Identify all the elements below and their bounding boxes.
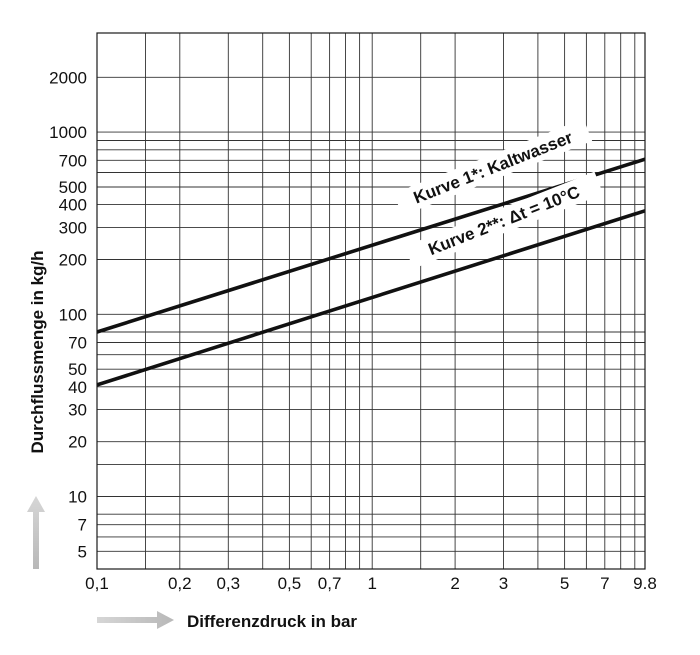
y-tick-label: 200 (59, 251, 87, 270)
y-tick-label: 7 (78, 516, 87, 535)
y-tick-label: 40 (68, 378, 87, 397)
series-line-2 (96, 209, 646, 387)
x-tick-label: 2 (450, 574, 459, 593)
y-tick-label: 700 (59, 151, 87, 170)
x-tick-label: 0,1 (85, 574, 109, 593)
x-tick-label: 9.8 (633, 574, 657, 593)
x-tick-label: 7 (600, 574, 609, 593)
y-tick-label: 500 (59, 178, 87, 197)
y-tick-label: 70 (68, 334, 87, 353)
curve-label-1-bg (393, 118, 593, 216)
x-tick-labels: 0,1 0,2 0,3 0,5 0,7 1 2 3 5 7 9.8 (85, 574, 657, 593)
x-axis-title: Differenzdruck in bar (187, 612, 357, 631)
plot-background (97, 33, 645, 569)
y-tick-label: 300 (59, 218, 87, 237)
x-tick-label: 0,5 (278, 574, 302, 593)
x-tick-label: 0,3 (216, 574, 240, 593)
x-tick-label: 3 (499, 574, 508, 593)
vertical-gridlines (96, 33, 646, 569)
x-tick-label: 5 (560, 574, 569, 593)
curve-label-2-bg (404, 171, 604, 269)
y-tick-label: 5 (78, 542, 87, 561)
x-tick-label: 1 (367, 574, 376, 593)
arrow-up-icon (27, 496, 45, 569)
y-tick-label: 30 (68, 401, 87, 420)
y-tick-label: 100 (59, 305, 87, 324)
arrow-right-icon (97, 611, 174, 629)
y-tick-label: 400 (59, 196, 87, 215)
y-tick-label: 20 (68, 433, 87, 452)
y-tick-label: 1000 (49, 123, 87, 142)
y-tick-label: 50 (68, 360, 87, 379)
y-axis-title: Durchflussmenge in kg/h (28, 250, 47, 453)
y-tick-label: 2000 (49, 68, 87, 87)
x-tick-label: 0,7 (318, 574, 342, 593)
plot-frame (96, 32, 646, 570)
x-tick-label: 0,2 (168, 574, 192, 593)
y-tick-label: 10 (68, 488, 87, 507)
